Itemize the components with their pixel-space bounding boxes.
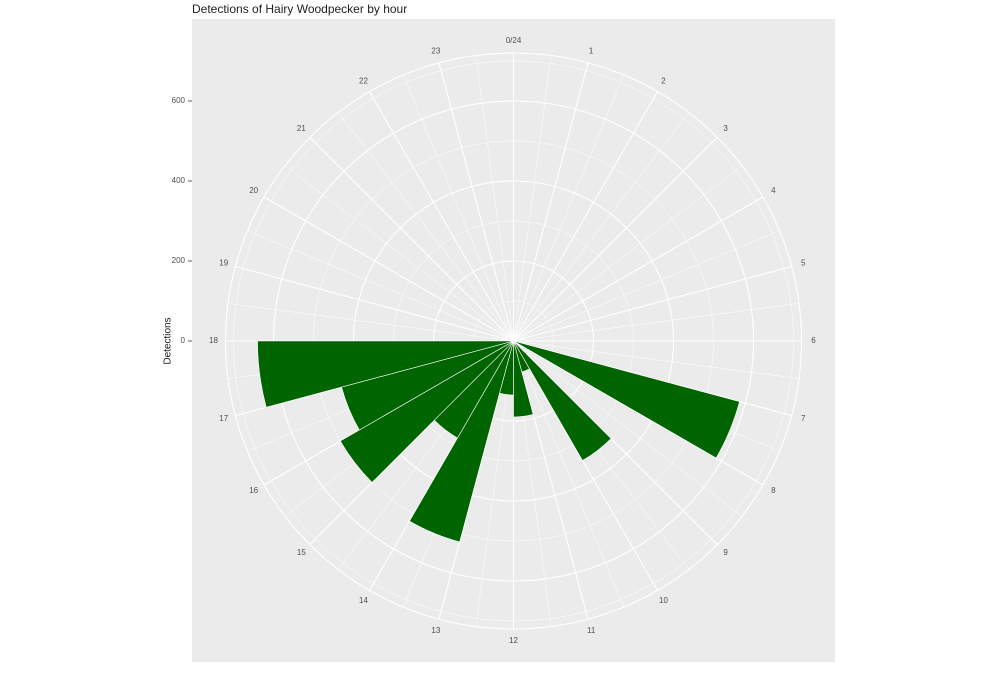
minor-spoke-2 (513, 112, 690, 342)
minor-spoke-19 (247, 230, 514, 342)
spoke-3 (513, 136, 718, 342)
hour-label-layer: 0/24123456789101112131415161718192021222… (209, 36, 816, 645)
bar-hour-7.5 (513, 340, 740, 459)
spoke-20 (263, 196, 514, 342)
hour-label-20: 20 (249, 186, 258, 195)
bar-hour-9.5 (513, 340, 612, 461)
y-tick-layer: 0 200 400 600 (172, 96, 192, 345)
minor-spoke-20 (284, 165, 514, 342)
minor-spoke-5 (513, 303, 800, 342)
hour-label-7: 7 (801, 414, 806, 423)
hour-label-5: 5 (801, 258, 806, 267)
hour-label-17: 17 (219, 414, 228, 423)
hour-label-3: 3 (723, 124, 728, 133)
hour-label-6: 6 (811, 336, 816, 345)
hour-label-8: 8 (771, 486, 776, 495)
minor-spoke-22 (403, 74, 514, 342)
bar-hour-13.5 (409, 340, 514, 543)
hour-label-0: 0/24 (506, 36, 522, 45)
spoke-23 (438, 62, 515, 342)
hour-label-9: 9 (723, 548, 728, 557)
hour-label-16: 16 (249, 486, 258, 495)
hour-label-4: 4 (771, 186, 776, 195)
hour-label-15: 15 (297, 548, 306, 557)
spoke-5 (513, 265, 792, 342)
bar-layer (257, 340, 740, 543)
minor-spoke-18 (227, 303, 514, 342)
hour-label-19: 19 (219, 258, 228, 267)
minor-spoke-8 (513, 340, 743, 517)
spoke-22 (369, 91, 514, 342)
hour-label-2: 2 (661, 76, 666, 85)
spoke-21 (309, 136, 514, 342)
hour-label-13: 13 (431, 626, 440, 635)
minor-spoke-10 (513, 340, 624, 608)
spoke-4 (513, 196, 764, 342)
hour-label-22: 22 (359, 76, 368, 85)
y-tick-label-400: 400 (172, 176, 186, 185)
y-tick-label-200: 200 (172, 256, 186, 265)
hour-label-12: 12 (509, 636, 518, 645)
minor-spoke-6 (513, 340, 800, 379)
spoke-2 (513, 91, 658, 342)
chart-title: Detections of Hairy Woodpecker by hour (192, 2, 408, 16)
spoke-1 (512, 62, 589, 342)
minor-spoke-21 (337, 112, 514, 342)
minor-spoke-0 (513, 55, 552, 342)
hour-label-18: 18 (209, 336, 218, 345)
bar-hour-11.5 (513, 340, 534, 418)
minor-spoke-4 (513, 230, 780, 342)
y-tick-label-0: 0 (181, 336, 186, 345)
minor-spoke-23 (475, 55, 514, 342)
hour-label-21: 21 (297, 124, 306, 133)
grid-layer (224, 52, 803, 630)
spoke-19 (235, 265, 514, 342)
hour-label-10: 10 (659, 596, 668, 605)
hour-label-23: 23 (431, 46, 440, 55)
minor-spoke-3 (513, 165, 743, 342)
hour-label-14: 14 (359, 596, 368, 605)
hour-label-1: 1 (589, 46, 594, 55)
y-tick-label-600: 600 (172, 96, 186, 105)
hour-label-11: 11 (587, 626, 596, 635)
bar-hour-15.5 (339, 340, 514, 483)
bar-hour-17.5 (257, 340, 514, 408)
minor-spoke-1 (513, 74, 624, 342)
